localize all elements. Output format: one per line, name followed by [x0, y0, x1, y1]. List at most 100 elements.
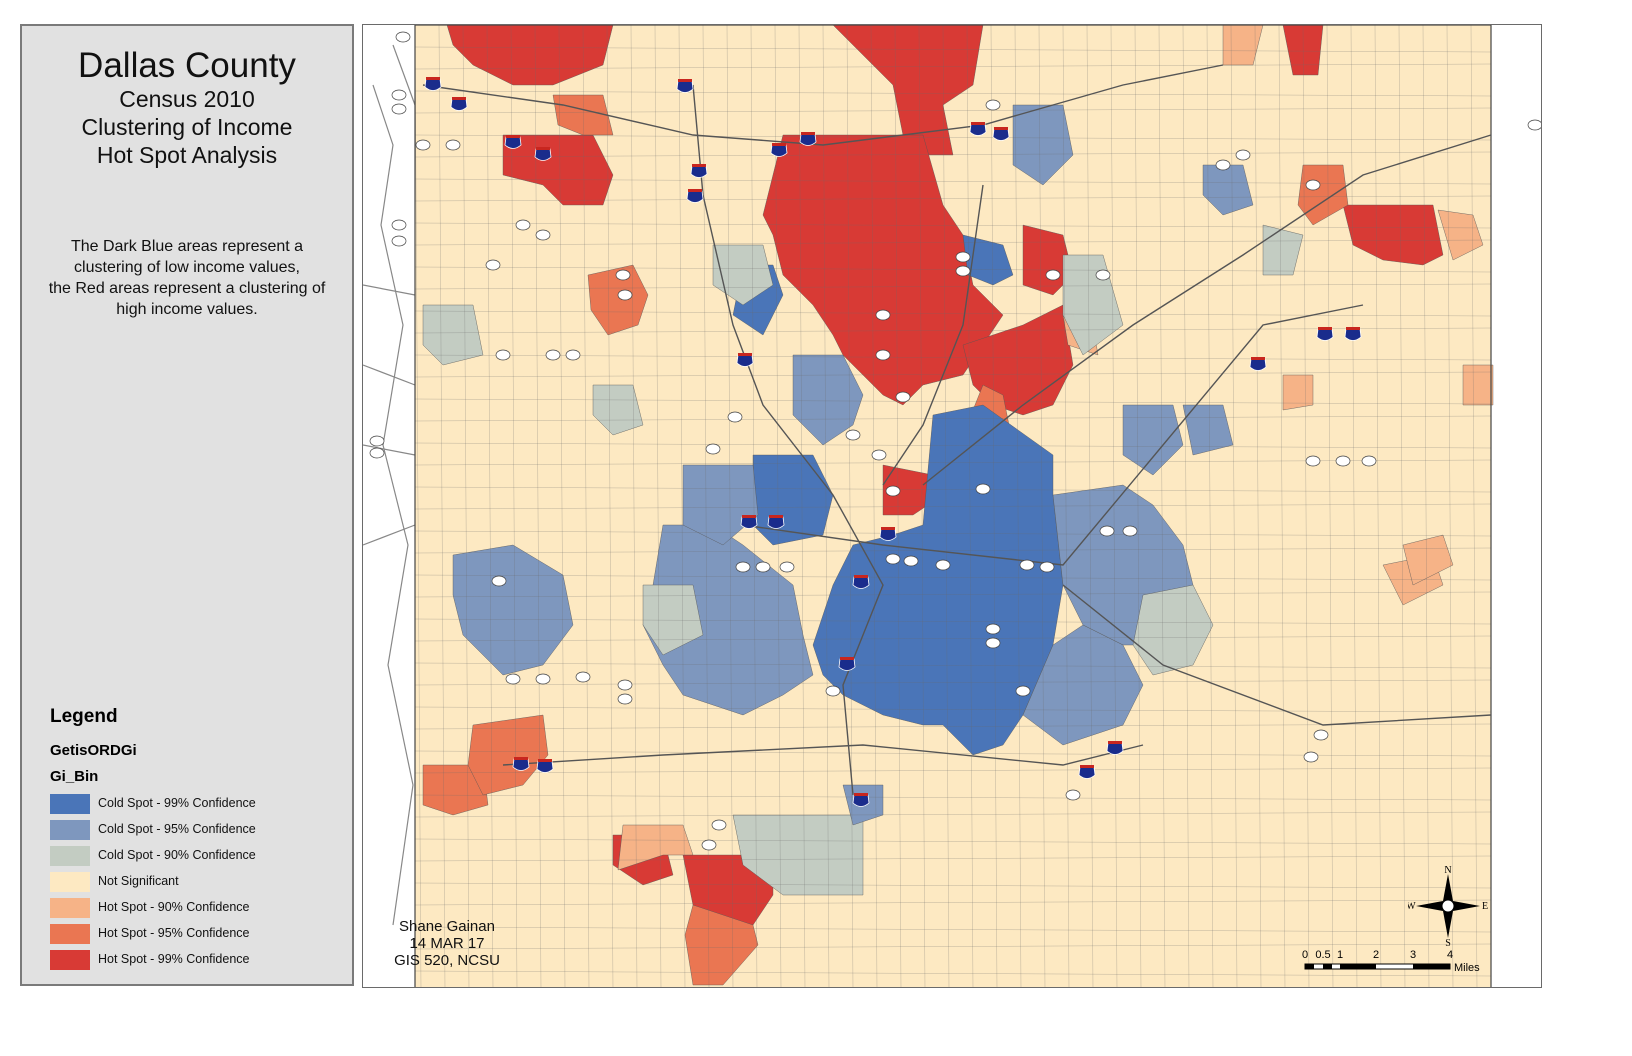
legend-swatch [50, 820, 90, 840]
state-route-shield-icon [1305, 179, 1321, 191]
tract-boundary [1374, 25, 1382, 987]
legend-label: Hot Spot - 99% Confidence [98, 952, 250, 966]
state-route-shield-icon [535, 229, 551, 241]
tract-boundary [1014, 25, 1022, 987]
outside-road [363, 524, 416, 546]
state-route-shield-icon [617, 693, 633, 705]
description-line: high income values. [116, 301, 258, 318]
interstate-shield-icon [969, 123, 987, 136]
tract-boundary [414, 371, 1492, 378]
interstate-shield-top [514, 757, 528, 760]
tract-boundary [414, 926, 1492, 933]
state-route-shield-icon [985, 99, 1001, 111]
state-route-shield-icon [885, 553, 901, 565]
interstate-shield-top [536, 147, 550, 150]
tract-cluster [592, 384, 644, 436]
highway-route [422, 64, 1224, 146]
map-canvas[interactable] [363, 25, 1542, 988]
map-subtitle-line-2: Clustering of Income [81, 114, 293, 140]
tract-cluster [832, 25, 984, 156]
description-line: the Red areas represent a clustering of [48, 280, 326, 297]
tract-boundary [414, 222, 1492, 229]
state-route-shield-icon [1065, 789, 1081, 801]
tract-boundary [1398, 25, 1406, 987]
tract-boundary [414, 134, 1492, 141]
interstate-shield-top [971, 122, 985, 125]
highway-route [742, 304, 1364, 566]
interstate-shield-icon [838, 658, 856, 671]
state-route-shield-icon [985, 623, 1001, 635]
state-route-shield-icon [975, 483, 991, 495]
interstate-shield-top [538, 759, 552, 762]
state-route-shield-icon [845, 429, 861, 441]
tract-boundary [1302, 25, 1310, 987]
highway-route [1062, 584, 1492, 726]
interstate-shield-icon [686, 190, 704, 203]
interstate-shield-top [742, 515, 756, 518]
interstate-shield-top [801, 132, 815, 135]
state-route-shield-icon [1039, 561, 1055, 573]
map-subtitle-line-3: Hot Spot Analysis [96, 142, 278, 168]
tract-boundary [678, 25, 686, 987]
state-route-shield-icon [491, 575, 507, 587]
interstate-shield-icon [767, 516, 785, 529]
state-route-shield-icon [955, 251, 971, 263]
tract-boundary [414, 882, 1492, 889]
credit-author: Shane Gainan [399, 918, 495, 935]
interstate-shield-icon [424, 78, 442, 91]
interstate-shield-icon [1078, 766, 1096, 779]
tract-boundary [414, 899, 1492, 906]
state-route-shield-icon [705, 443, 721, 455]
tract-boundary [1110, 25, 1118, 987]
state-route-shield-icon [495, 349, 511, 361]
tract-cluster [1262, 224, 1304, 276]
legend-swatch [50, 794, 90, 814]
tract-boundary [510, 25, 518, 987]
state-route-shield-icon [701, 839, 717, 851]
tract-cluster [552, 94, 614, 136]
legend-label: Not Significant [98, 874, 179, 888]
compass-w: W [1408, 901, 1416, 912]
interstate-shield-top [506, 135, 520, 138]
county-border [414, 25, 1492, 987]
tract-cluster [1462, 364, 1494, 406]
tract-cluster [617, 824, 694, 871]
description-line: clustering of low income values, [74, 259, 300, 276]
tract-cluster [1342, 204, 1444, 266]
tract-boundary [750, 25, 758, 987]
tract-boundary [414, 354, 1492, 361]
highway-route [922, 134, 1492, 486]
tract-cluster [1282, 374, 1314, 411]
state-route-shield-icon [391, 219, 407, 231]
interstate-shield-top [772, 143, 786, 146]
outside-road [363, 444, 416, 456]
interstate-shield-top [854, 793, 868, 796]
map-sidebar: Dallas County Census 2010 Clustering of … [20, 24, 354, 986]
tract-cluster [1437, 209, 1484, 261]
state-route-shield-icon [391, 235, 407, 247]
scale-tick-label: 0 [1302, 949, 1308, 961]
state-route-shield-icon [415, 139, 431, 151]
map-title: Dallas County [78, 46, 296, 85]
state-route-shield-icon [565, 349, 581, 361]
state-route-shield-icon [1019, 559, 1035, 571]
tract-boundary [534, 25, 542, 987]
interstate-shield-top [452, 97, 466, 100]
state-route-shield-icon [1527, 119, 1541, 131]
tract-cluster [962, 304, 1074, 416]
tract-boundary [702, 25, 710, 987]
map-frame[interactable] [362, 24, 1542, 988]
tract-boundary [774, 25, 782, 987]
interstate-shield-icon [1249, 358, 1267, 371]
tract-boundary [438, 25, 446, 987]
state-route-shield-icon [779, 561, 795, 573]
state-route-shield-icon [711, 819, 727, 831]
legend-label: Cold Spot - 90% Confidence [98, 848, 256, 862]
interstate-shield-top [738, 353, 752, 356]
north-arrow-icon: N S E W [1408, 866, 1488, 946]
legend-label: Hot Spot - 95% Confidence [98, 926, 250, 940]
state-route-shield-icon [903, 555, 919, 567]
interstate-shield-icon [512, 758, 530, 771]
description-line: The Dark Blue areas represent a [70, 238, 304, 255]
tract-boundary [414, 327, 1492, 334]
